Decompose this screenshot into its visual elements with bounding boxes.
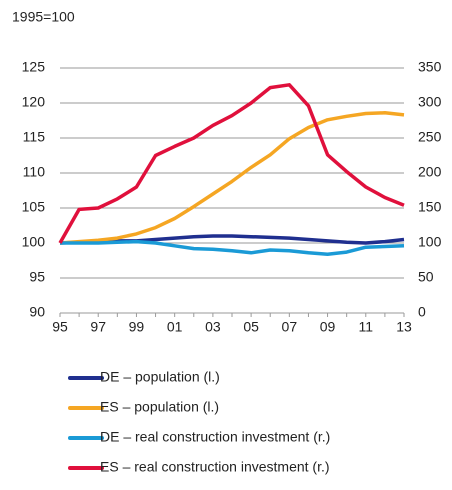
y-tick-label: 120 [22,94,46,110]
y-tick-label: 115 [23,129,46,145]
y-tick-label: 105 [22,199,46,215]
y-tick-label: 95 [29,269,45,285]
series-line [60,239,405,256]
x-tick-label: 01 [167,319,183,335]
legend-label: ES – real construction investment (r.) [100,459,330,475]
x-tick-label: 97 [90,319,106,335]
y-tick-label: 125 [22,59,46,75]
y2-tick-label: 300 [418,94,442,110]
y2-tick-label: 100 [418,234,442,250]
legend-label: DE – real construction investment (r.) [100,429,330,445]
y-tick-label: 90 [29,304,45,320]
y2-tick-label: 250 [418,129,442,145]
x-tick-label: 11 [359,319,374,335]
x-tick-label: 09 [320,319,336,335]
series-line [59,111,405,245]
y2-tick-label: 0 [418,304,426,320]
legend-label: DE – population (l.) [100,369,220,385]
x-tick-label: 13 [396,319,412,335]
y2-tick-label: 200 [418,164,442,180]
y2-tick-label: 50 [418,269,434,285]
legend-label: ES – population (l.) [100,399,219,415]
x-tick-label: 05 [243,319,259,335]
x-tick-label: 07 [282,319,298,335]
y2-tick-label: 350 [418,59,442,75]
y-tick-label: 100 [22,234,46,250]
y-tick-label: 110 [23,164,46,180]
x-tick-label: 99 [129,319,145,335]
x-tick-label: 03 [205,319,221,335]
chart-subtitle: 1995=100 [12,9,75,25]
series-line [58,83,405,244]
x-tick-label: 95 [52,319,68,335]
y2-tick-label: 150 [418,199,442,215]
